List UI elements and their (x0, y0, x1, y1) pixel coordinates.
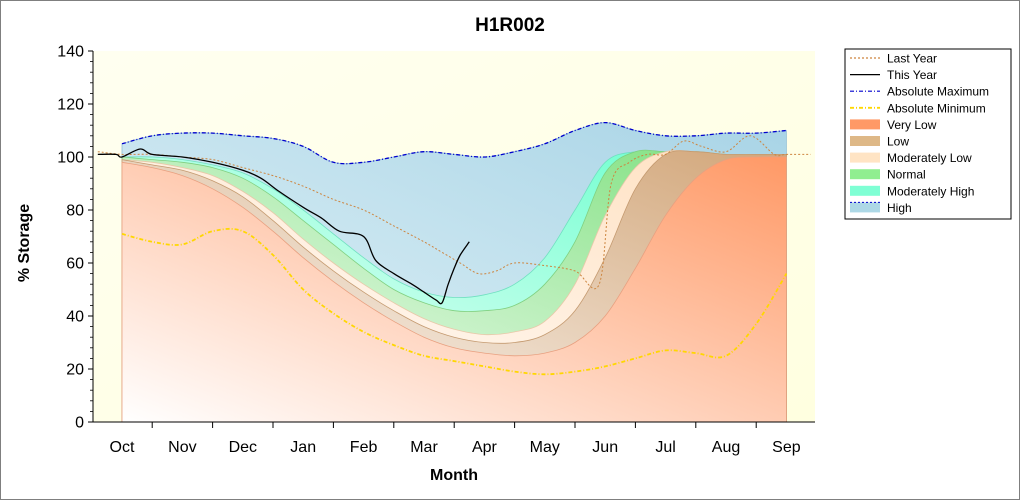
legend-label: Moderately Low (887, 151, 972, 165)
y-axis-ticks: 0 20 40 60 80 100 120 140 (57, 44, 93, 432)
y-tick-label: 100 (57, 150, 84, 167)
legend-item-moderately-high: Moderately High (850, 184, 974, 198)
x-tick-label: Mar (410, 439, 438, 456)
legend-item-absolute-minimum: Absolute Minimum (850, 101, 986, 115)
legend-item-normal: Normal (850, 168, 926, 182)
legend-swatch (850, 169, 880, 180)
y-tick-label: 120 (57, 97, 84, 114)
series-line-this-year (97, 148, 470, 305)
x-tick-label: Jul (655, 439, 675, 456)
legend-label: High (887, 201, 912, 215)
series-line-absolute-minimum (121, 227, 788, 376)
y-tick-label: 140 (57, 44, 84, 61)
y-tick-label: 80 (66, 203, 84, 220)
x-tick-label: Aug (712, 439, 740, 456)
band-very-low (121, 156, 787, 423)
x-tick-label: Dec (229, 439, 257, 456)
y-tick-label: 20 (66, 362, 84, 379)
y-tick-label: 40 (66, 309, 84, 326)
legend-swatch (850, 202, 880, 213)
legend-label: Last Year (887, 52, 937, 66)
legend-item-absolute-maximum: Absolute Maximum (850, 85, 989, 99)
legend-swatch (850, 119, 880, 130)
percentile-bands (121, 122, 787, 423)
x-axis-ticks: Oct Nov Dec Jan Feb Mar Apr May Jun Jul Aug Sep (110, 422, 801, 456)
legend-label: Very Low (887, 118, 937, 132)
legend-label: Low (887, 135, 909, 149)
x-axis-title: Month (430, 467, 478, 484)
legend-swatch (850, 136, 880, 146)
legend-item-very-low: Very Low (850, 118, 937, 132)
chart-title: H1R002 (475, 15, 545, 36)
x-tick-label: May (530, 439, 560, 456)
y-tick-label: 60 (66, 256, 84, 273)
legend-label: Moderately High (887, 184, 974, 198)
legend-item-low: Low (850, 135, 909, 149)
x-tick-label: Sep (772, 439, 801, 456)
legend-item-last-year: Last Year (850, 52, 937, 66)
legend-label: Absolute Maximum (887, 85, 989, 99)
x-tick-label: Nov (168, 439, 196, 456)
series-line-absolute-maximum (121, 121, 787, 165)
x-tick-label: Jan (290, 439, 316, 456)
y-tick-label: 0 (75, 415, 84, 432)
series-line-last-year (97, 135, 811, 290)
x-tick-label: Jun (592, 439, 618, 456)
x-tick-label: Apr (472, 439, 498, 456)
legend-label: Normal (887, 168, 926, 182)
legend-label: Absolute Minimum (887, 101, 986, 115)
legend: Last Year This Year Absolute Maximum Absolu… (844, 48, 1012, 220)
legend-label: This Year (887, 68, 937, 82)
legend-item-this-year: This Year (850, 68, 937, 82)
x-tick-label: Feb (350, 439, 378, 456)
legend-swatch (850, 152, 880, 163)
series-lines (97, 121, 811, 376)
legend-item-high: High (850, 201, 912, 215)
x-tick-label: Oct (110, 439, 135, 456)
legend-swatch (850, 185, 880, 196)
y-axis-title: % Storage (16, 204, 33, 282)
legend-item-moderately-low: Moderately Low (850, 151, 972, 165)
